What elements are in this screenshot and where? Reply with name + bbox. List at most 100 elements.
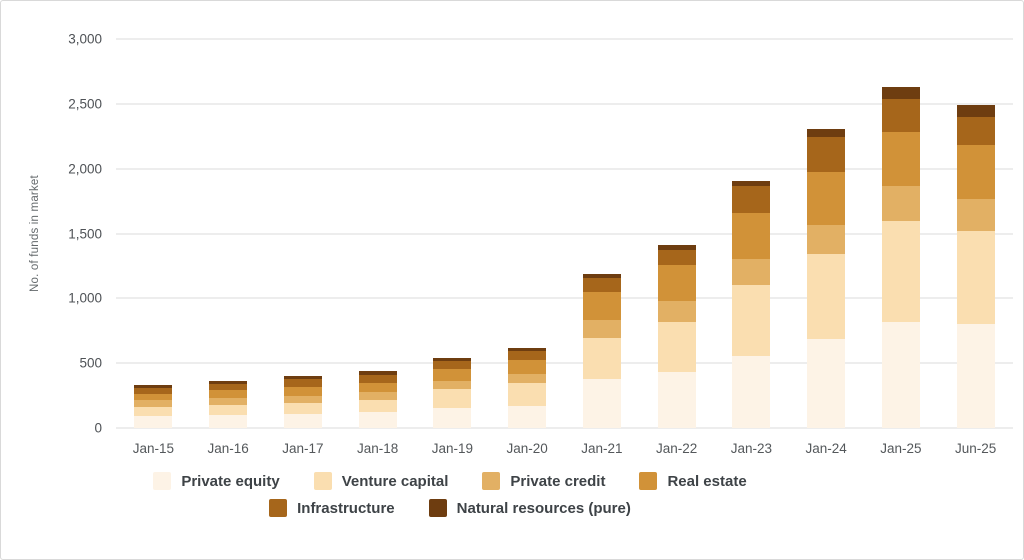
bar-segment[interactable] [582,379,621,428]
bar-segment[interactable] [807,136,846,172]
bar-segment[interactable] [209,397,248,405]
bar-segment[interactable] [283,395,322,403]
bar-segment[interactable] [283,413,322,428]
stacked-bar[interactable] [283,39,322,428]
bar-segment[interactable] [881,321,920,428]
bar-segment[interactable] [433,361,472,370]
bar-segment[interactable] [358,392,397,401]
legend-item[interactable]: Private equity [153,472,280,490]
stacked-bar[interactable] [956,39,995,428]
bar-segment[interactable] [508,374,547,384]
bar-segment[interactable] [358,400,397,413]
stacked-bar[interactable] [134,39,173,428]
x-tick-label: Jan-17 [282,441,324,456]
bar-segment[interactable] [881,87,920,99]
bar-segment[interactable] [657,264,696,301]
stacked-bar[interactable] [732,39,771,428]
bar-segment[interactable] [358,371,397,375]
bar-segment[interactable] [807,338,846,428]
bar-segment[interactable] [881,220,920,322]
x-tick-label: Jan-15 [132,441,175,456]
bar-segment[interactable] [508,359,547,375]
stacked-bar[interactable] [881,39,920,428]
stacked-bar[interactable] [657,39,696,428]
bar-segment[interactable] [732,356,771,428]
y-tick-label: 500 [79,355,102,371]
bar-segment[interactable] [134,385,173,388]
bar-segment[interactable] [657,249,696,265]
bar-segment[interactable] [807,128,846,137]
x-tick-label: Jan-18 [356,441,399,456]
legend-item-label: Infrastructure [297,499,395,517]
gridline [116,232,1013,235]
bar-segment[interactable] [956,230,995,325]
bar-segment[interactable] [433,407,472,428]
bar-segment[interactable] [508,350,547,360]
bar-segment[interactable] [732,213,771,259]
bar-segment[interactable] [582,337,621,380]
bar-segment[interactable] [657,322,696,373]
bar-segment[interactable] [732,258,771,285]
bar-segment[interactable] [956,116,995,145]
stacked-bar[interactable] [508,39,547,428]
bar-segment[interactable] [956,198,995,231]
bar-segment[interactable] [433,389,472,408]
bar-segment[interactable] [433,358,472,362]
bar-segment[interactable] [881,185,920,221]
bar-segment[interactable] [956,324,995,428]
bar-segment[interactable] [209,415,248,428]
bar-segment[interactable] [283,379,322,387]
legend-item[interactable]: Infrastructure [269,499,395,517]
legend-item-label: Real estate [667,472,747,490]
bar-segment[interactable] [134,406,173,417]
bar-segment[interactable] [582,320,621,338]
bar-segment[interactable] [582,291,621,321]
bar-segment[interactable] [807,254,846,339]
legend-item[interactable]: Private credit [482,472,605,490]
stacked-bar[interactable] [582,39,621,428]
legend-row: Infrastructure Natural resources (pure) [269,499,631,517]
bar-segment[interactable] [283,376,322,380]
bar-segment[interactable] [358,382,397,393]
bar-segment[interactable] [209,381,248,384]
gridline [116,297,1013,300]
bar-segment[interactable] [209,383,248,390]
bar-segment[interactable] [881,131,920,186]
bar-segment[interactable] [433,369,472,382]
bar-segment[interactable] [134,400,173,407]
bar-segment[interactable] [657,372,696,428]
bar-segment[interactable] [807,171,846,226]
x-tick-label: Jan-20 [506,441,548,456]
bar-segment[interactable] [283,402,322,414]
bar-segment[interactable] [956,144,995,199]
bar-segment[interactable] [732,284,771,357]
bar-segment[interactable] [657,244,696,250]
stacked-bar[interactable] [209,39,248,428]
bar-segment[interactable] [134,387,173,394]
bar-segment[interactable] [134,416,173,428]
bar-segment[interactable] [508,405,547,428]
bar-segment[interactable] [209,404,248,416]
bar-segment[interactable] [433,381,472,390]
bar-segment[interactable] [209,389,248,398]
bar-segment[interactable] [134,393,173,401]
bar-segment[interactable] [657,300,696,323]
bar-segment[interactable] [582,277,621,292]
bar-segment[interactable] [358,374,397,383]
legend-item[interactable]: Real estate [639,472,747,490]
bar-segment[interactable] [358,412,397,428]
bar-segment[interactable] [956,105,995,117]
bar-segment[interactable] [807,225,846,255]
bar-segment[interactable] [582,273,621,278]
legend-item[interactable]: Natural resources (pure) [428,499,631,517]
stacked-bar[interactable] [433,39,472,428]
bar-segment[interactable] [881,98,920,132]
legend-item[interactable]: Venture capital [313,472,448,490]
bar-segment[interactable] [508,383,547,406]
bar-segment[interactable] [732,185,771,214]
bar-segment[interactable] [283,386,322,396]
bar-segment[interactable] [508,347,547,351]
stacked-bar[interactable] [358,39,397,428]
stacked-bar[interactable] [807,39,846,428]
bar-segment[interactable] [732,181,771,186]
